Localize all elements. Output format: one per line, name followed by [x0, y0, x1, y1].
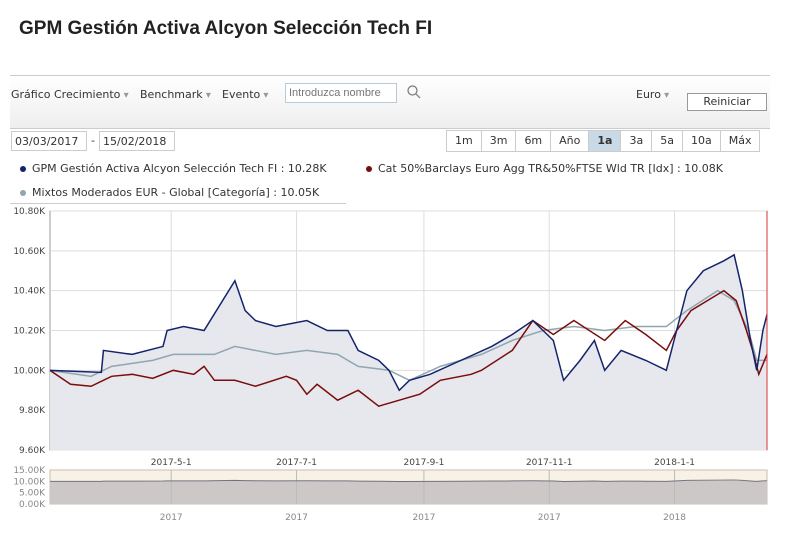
navigator-x-label: 2017 — [538, 513, 561, 520]
search-icon[interactable] — [407, 85, 421, 99]
navigator-y-label: 0.00K — [19, 500, 46, 510]
date-from-input[interactable]: 03/03/2017 — [11, 131, 87, 151]
fund-area — [50, 254, 767, 450]
legend-divider — [10, 203, 346, 204]
navigator-mask — [50, 481, 767, 504]
navigator-line — [49, 479, 768, 483]
legend-dot-icon — [366, 166, 372, 172]
legend-label: Cat 50%Barclays Euro Agg TR&50%FTSE Wld … — [378, 162, 723, 175]
legend-item[interactable]: GPM Gestión Activa Alcyon Selección Tech… — [20, 162, 327, 175]
series-line-0 — [49, 253, 768, 392]
period-Año[interactable]: Año — [550, 131, 588, 151]
search-input[interactable] — [285, 83, 397, 103]
navigator-x-label: 2017 — [160, 513, 183, 520]
period-5a[interactable]: 5a — [651, 131, 682, 151]
period-3m[interactable]: 3m — [480, 131, 516, 151]
y-tick-label: 10.40K — [13, 287, 46, 297]
date-separator: - — [91, 134, 95, 147]
legend-item[interactable]: Mixtos Moderados EUR - Global [Categoría… — [20, 186, 319, 199]
y-tick-label: 10.00K — [13, 366, 46, 376]
period-10a[interactable]: 10a — [681, 131, 720, 151]
growth-chart[interactable]: 10.80K 10.60K 10.40K 10.20K 10.00K 9.80K 9.60K… — [0, 200, 800, 520]
benchmark-dropdown[interactable]: Benchmark — [140, 88, 211, 101]
series-line-2 — [49, 289, 767, 382]
legend-dot-icon — [20, 190, 26, 196]
y-tick-label: 10.80K — [13, 207, 46, 217]
x-tick-label: 2017-7-1 — [276, 458, 317, 468]
page-title: GPM Gestión Activa Alcyon Selección Tech… — [19, 18, 433, 39]
navigator-y-label: 5.00K — [19, 489, 46, 499]
legend-item[interactable]: Cat 50%Barclays Euro Agg TR&50%FTSE Wld … — [366, 162, 723, 175]
event-dropdown[interactable]: Evento — [222, 88, 268, 101]
y-tick-label: 10.60K — [13, 247, 46, 257]
series-line-1 — [49, 289, 768, 408]
chart-toolbar: Gráfico Crecimiento Benchmark Evento Eur… — [10, 75, 770, 129]
period-6m[interactable]: 6m — [515, 131, 550, 151]
currency-dropdown[interactable]: Euro — [636, 88, 669, 101]
legend-label: GPM Gestión Activa Alcyon Selección Tech… — [32, 162, 327, 175]
navigator-y-label: 10.00K — [13, 477, 46, 487]
legend-dot-icon — [20, 166, 26, 172]
period-Máx[interactable]: Máx — [719, 131, 760, 151]
x-tick-label: 2017-9-1 — [403, 458, 444, 468]
x-tick-label: 2018-1-1 — [654, 458, 695, 468]
period-1m[interactable]: 1m — [455, 134, 473, 147]
period-selector: 1m 3m 6m Año 1a 3a 5a 10a Máx — [446, 130, 761, 152]
period-3a[interactable]: 3a — [620, 131, 651, 151]
legend-label: Mixtos Moderados EUR - Global [Categoría… — [32, 186, 320, 199]
date-to-input[interactable]: 15/02/2018 — [99, 131, 175, 151]
navigator-x-label: 2018 — [663, 513, 686, 520]
y-tick-label: 10.20K — [13, 327, 46, 337]
navigator-x-label: 2017 — [412, 513, 435, 520]
x-tick-label: 2017-5-1 — [151, 458, 192, 468]
reset-button[interactable]: Reiniciar — [687, 93, 767, 111]
navigator-x-label: 2017 — [285, 513, 308, 520]
period-1a[interactable]: 1a — [588, 131, 621, 151]
y-tick-label: 9.60K — [19, 446, 46, 456]
x-tick-label: 2017-11-1 — [526, 458, 573, 468]
growth-dropdown[interactable]: Gráfico Crecimiento — [11, 88, 129, 101]
navigator-y-label: 15.00K — [13, 466, 46, 476]
y-tick-label: 9.80K — [19, 406, 46, 416]
